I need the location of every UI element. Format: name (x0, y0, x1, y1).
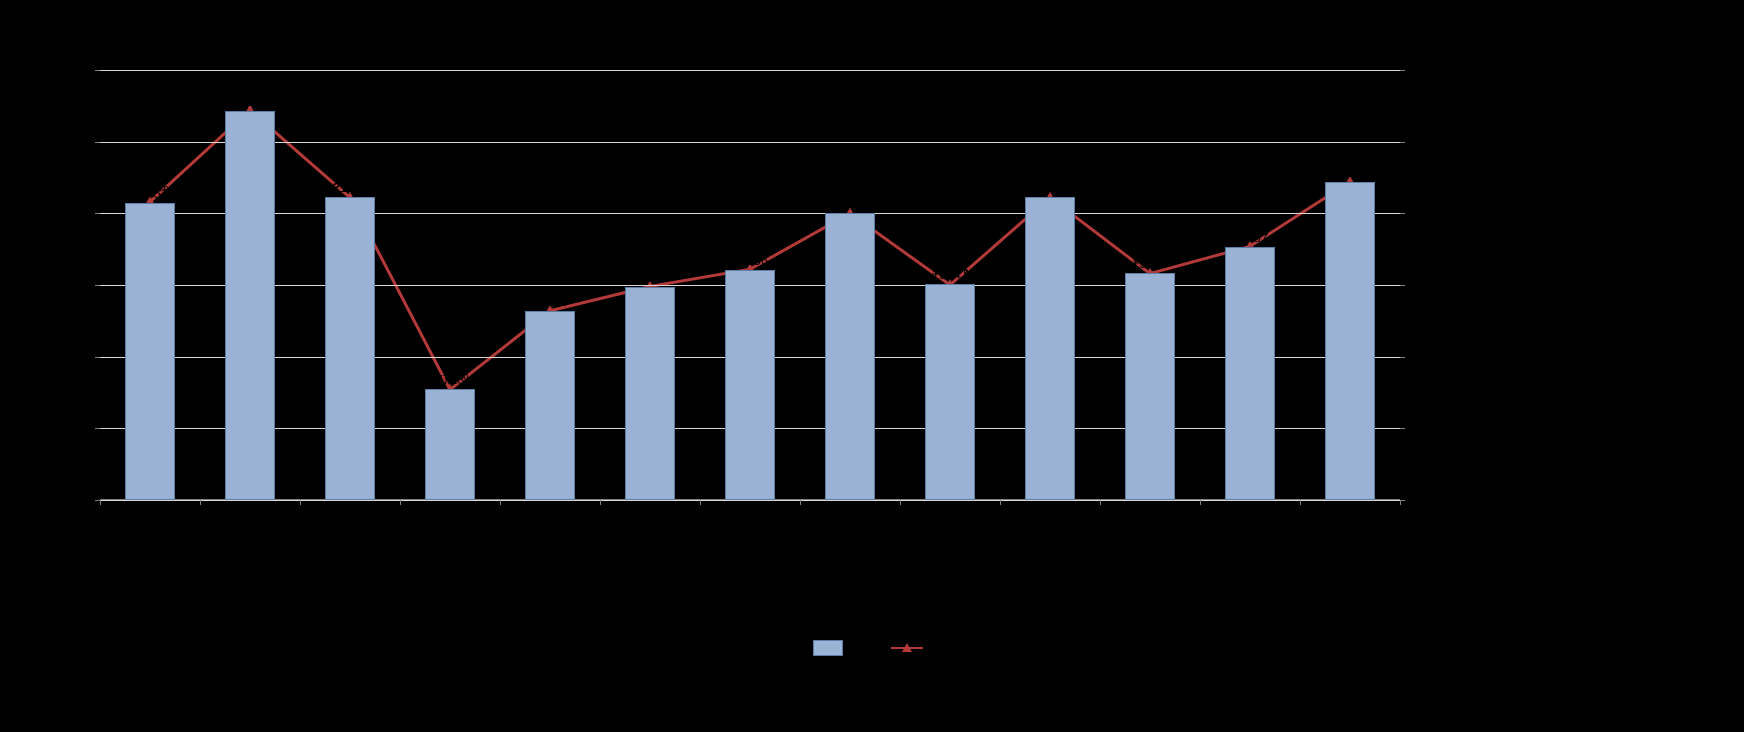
left-y-tick-label: 30000 (56, 63, 92, 78)
x-category-label: 2011 (536, 506, 564, 521)
x-tick-mark (400, 500, 401, 505)
x-tick-mark (200, 500, 201, 505)
left-y-tick-label: 20000 (56, 206, 92, 221)
x-tick-mark (600, 500, 601, 505)
line-value-label: 1.58% (1132, 251, 1169, 266)
x-category-label: 2007 (136, 506, 165, 521)
bar: 27150 (225, 111, 275, 500)
legend-item-line (891, 641, 931, 655)
x-tick-mark (100, 500, 101, 505)
x-tick-mark (800, 500, 801, 505)
line-value-label: 0.77% (432, 367, 469, 382)
bar: 14889 (625, 287, 675, 500)
right-y-tick-label: 3.00% (1408, 63, 1445, 78)
left-y-tick-label: 10000 (56, 349, 92, 364)
x-category-label: 2012 (636, 506, 665, 521)
bar: 15836 (1125, 273, 1175, 500)
right-y-tick-mark (1400, 285, 1405, 286)
line-value-label: 1.50% (932, 263, 969, 278)
x-category-label: 2010 (436, 506, 465, 521)
gridline (100, 500, 1400, 501)
x-category-label: 2014 (836, 506, 865, 521)
x-tick-mark (1100, 500, 1101, 505)
left-y-tick-label: 25000 (56, 134, 92, 149)
gridline (100, 70, 1400, 71)
gridline (100, 213, 1400, 214)
right-y-tick-label: 0.00% (1408, 493, 1445, 508)
legend-item-bars (813, 640, 851, 656)
line-value-label: 1.32% (532, 288, 569, 303)
plot-area: 0500010000150002000025000300000.00%0.50%… (100, 70, 1400, 500)
chart-canvas: 0 5000 10000 15000 20000 25000 30000 0.00% 0.50%… (0, 0, 1744, 732)
right-y-tick-label: 2.00% (1408, 206, 1445, 221)
bar: 20753 (125, 203, 175, 500)
x-category-label: 2008 (236, 506, 265, 521)
line-value-label: 1.61% (732, 247, 769, 262)
left-y-tick-mark (95, 70, 100, 71)
line-value-label: 2.00% (832, 191, 869, 206)
line-value-label: 1.77% (1232, 224, 1269, 239)
left-y-tick-mark (95, 357, 100, 358)
right-y-tick-mark (1400, 142, 1405, 143)
right-y-tick-mark (1400, 70, 1405, 71)
line-value-label: 2.72% (232, 88, 269, 103)
plot-inner: 0500010000150002000025000300000.00%0.50%… (100, 70, 1400, 500)
line-value-label: 2.11% (1032, 175, 1068, 190)
x-tick-mark (500, 500, 501, 505)
gridline (100, 142, 1400, 143)
x-tick-mark (700, 500, 701, 505)
left-y-tick-mark (95, 142, 100, 143)
bar: 17687 (1225, 247, 1275, 501)
legend-line-marker-icon (900, 641, 914, 655)
bar: 20038 (825, 213, 875, 500)
x-category-label: 2015 (936, 506, 965, 521)
right-y-tick-mark (1400, 428, 1405, 429)
bar: 16056 (725, 270, 775, 500)
bar: 15047 (925, 284, 975, 500)
x-category-label: 2017 (1136, 506, 1165, 521)
right-y-tick-label: 1.50% (1408, 278, 1445, 293)
bar: 22172 (1325, 182, 1375, 500)
x-tick-mark (1400, 500, 1401, 505)
bar: 7713 (425, 389, 475, 500)
right-y-tick-label: 2.50% (1408, 134, 1445, 149)
right-y-tick-label: 1.00% (1408, 349, 1445, 364)
x-category-label: 2019E (1331, 506, 1369, 521)
right-y-tick-mark (1400, 357, 1405, 358)
x-category-label: 2009 (336, 506, 365, 521)
x-category-label: 2013 (736, 506, 765, 521)
x-category-label: 2018E (1231, 506, 1269, 521)
right-y-tick-label: 0.50% (1408, 421, 1445, 436)
bar: 13175 (525, 311, 575, 500)
legend (0, 640, 1744, 656)
x-tick-mark (1300, 500, 1301, 505)
line-value-label: 2.11% (332, 175, 368, 190)
line-value-label: 1.49% (632, 264, 669, 279)
bar: 21107 (325, 197, 375, 500)
left-y-tick-label: 0 (85, 493, 92, 508)
left-y-tick-label: 5000 (63, 421, 92, 436)
bar: 21128 (1025, 197, 1075, 500)
line-value-label: 2.08% (132, 179, 169, 194)
left-y-tick-mark (95, 428, 100, 429)
x-tick-mark (900, 500, 901, 505)
x-tick-mark (300, 500, 301, 505)
legend-swatch-line (891, 641, 923, 655)
legend-swatch-bar (813, 640, 843, 656)
left-y-tick-mark (95, 285, 100, 286)
left-y-tick-mark (95, 213, 100, 214)
x-tick-mark (1000, 500, 1001, 505)
left-y-tick-label: 15000 (56, 278, 92, 293)
x-category-label: 2016 (1036, 506, 1065, 521)
line-value-label: 2.22% (1332, 159, 1369, 174)
x-tick-mark (1200, 500, 1201, 505)
right-y-tick-mark (1400, 213, 1405, 214)
